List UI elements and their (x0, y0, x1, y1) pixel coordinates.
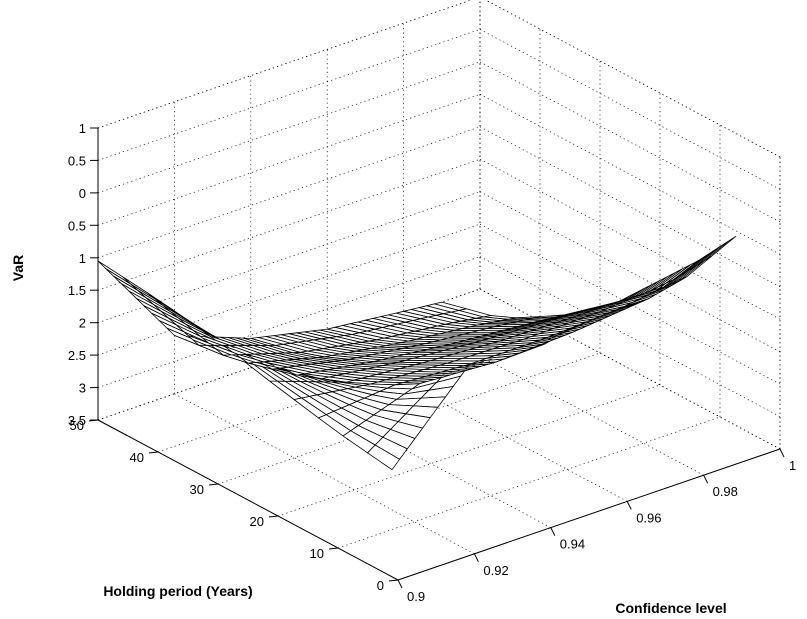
box-edge (484, 0, 781, 158)
y-tick-label: 30 (190, 482, 204, 497)
x-tick-mark (626, 501, 632, 510)
y-tick-label: 50 (70, 418, 84, 433)
y-tick-mark (328, 547, 339, 550)
z-side-gridline (479, 61, 781, 223)
y-tick-mark (388, 579, 399, 582)
box-edge (479, 288, 781, 450)
y-axis-line (97, 419, 399, 581)
z-tick-label: 0 (79, 186, 86, 201)
x-tick-label: 1 (789, 458, 796, 473)
x-tick-mark (473, 553, 479, 563)
x-tick-label: 0.98 (713, 484, 738, 499)
z-side-gridline (479, 158, 781, 320)
z-side-gridline (479, 29, 781, 190)
y-axis-title: Holding period (Years) (103, 583, 252, 599)
x-tick-label: 0.94 (560, 537, 585, 552)
x-floor-gridline (479, 288, 781, 450)
surface-patch (97, 260, 131, 285)
z-tick-label: 3.5 (68, 413, 86, 428)
x-tick-mark (703, 474, 709, 484)
y-tick-mark (148, 451, 159, 454)
box-edge (97, 0, 473, 129)
z-tick-label: 0.5 (68, 218, 86, 233)
y-tick-label: 40 (130, 450, 144, 465)
z-back-gridline (97, 126, 481, 259)
z-side-gridline (479, 288, 781, 450)
z-tick-label: 3 (79, 381, 86, 396)
y-tick-mark (268, 515, 279, 518)
z-tick-label: 1 (79, 251, 86, 266)
x-axis-line (397, 448, 781, 581)
y-tick-label: 10 (310, 546, 324, 561)
surface-mesh (97, 235, 737, 471)
axes (88, 127, 785, 589)
x-tick-mark (779, 448, 785, 458)
x-tick-mark (550, 527, 556, 536)
y-tick-label: 20 (250, 514, 264, 529)
z-side-gridline (484, 0, 781, 158)
z-side-gridline (479, 126, 781, 288)
z-tick-label: 2.5 (68, 348, 86, 363)
z-back-gridline (97, 29, 481, 161)
x-tick-label: 0.9 (407, 589, 425, 604)
y-tick-mark (208, 483, 219, 486)
z-side-gridline (479, 93, 781, 255)
z-back-gridline (97, 0, 473, 129)
x-tick-label: 0.92 (483, 563, 508, 578)
z-tick-label: 1.5 (68, 283, 86, 298)
z-tick-label: 0.5 (68, 153, 86, 168)
y-tick-label: 0 (377, 578, 384, 593)
axis-titles: VaR Holding period (Years) Confidence le… (10, 255, 727, 616)
x-tick-mark (397, 579, 403, 589)
z-axis-title: VaR (10, 255, 26, 281)
z-back-gridline (97, 158, 481, 291)
x-tick-label: 0.96 (636, 510, 661, 525)
z-tick-label: 2 (79, 316, 86, 331)
z-back-gridline (97, 61, 481, 194)
z-tick-label: 1 (79, 121, 86, 136)
tick-labels: 0.90.920.940.960.9810102030405010.500.51… (68, 121, 796, 604)
z-back-gridline (97, 93, 481, 226)
x-axis-title: Confidence level (615, 600, 726, 616)
